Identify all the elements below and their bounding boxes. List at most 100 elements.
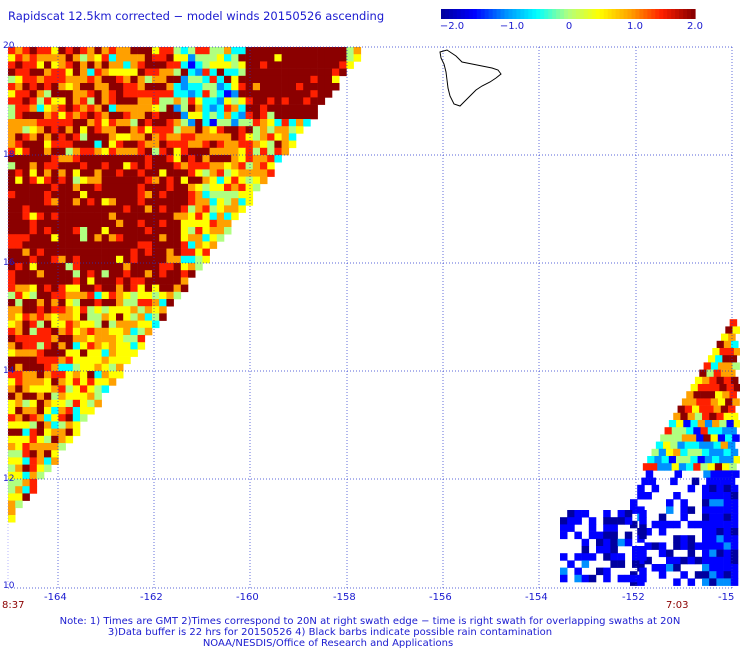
swath-cell <box>617 517 626 525</box>
swath-cell <box>296 75 304 84</box>
swath-cell <box>709 564 717 572</box>
swath-cell <box>15 443 23 451</box>
swath-cell <box>209 111 218 120</box>
swath-cell <box>87 205 95 213</box>
swath-cell <box>694 412 703 421</box>
swath-cell <box>267 111 275 120</box>
swath-cell <box>188 212 196 221</box>
swath-cell <box>202 147 210 156</box>
swath-cell <box>15 306 23 314</box>
swath-cell <box>22 176 30 185</box>
swath-cell <box>80 140 88 149</box>
swath-cell <box>709 528 717 536</box>
swath-cell <box>116 313 124 321</box>
swath-cell <box>296 54 304 62</box>
swath-cell <box>716 535 724 543</box>
swath-cell <box>202 155 210 163</box>
swath-cell <box>80 263 88 271</box>
swath-cell <box>260 61 268 69</box>
swath-cell <box>202 162 210 170</box>
swath-cell <box>36 205 45 213</box>
swath-cell <box>51 183 59 192</box>
swath-cell <box>267 126 275 134</box>
swath-cell <box>36 68 45 77</box>
swath-cell <box>44 155 52 163</box>
swath-cell <box>231 162 239 170</box>
swath-cell <box>65 147 74 156</box>
swath-cell <box>123 97 131 105</box>
swath-cell <box>574 531 582 540</box>
swath-cell <box>87 263 95 271</box>
swath-cell <box>94 176 102 185</box>
swath-cell <box>58 299 66 307</box>
swath-cell <box>8 335 16 343</box>
swath-cell <box>29 212 38 221</box>
swath-cell <box>238 169 246 177</box>
swath-cell <box>87 227 95 235</box>
swath-cell <box>94 392 102 401</box>
swath-cell <box>58 363 66 372</box>
swath-cell <box>80 219 88 228</box>
swath-cell <box>94 47 102 55</box>
swath-cell <box>730 556 739 565</box>
swath-cell <box>15 486 23 494</box>
lon-label-154: -154 <box>525 592 548 603</box>
swath-cell <box>209 198 218 206</box>
swath-cell <box>152 176 160 185</box>
swath-cell <box>116 327 124 336</box>
swath-cell <box>694 542 703 550</box>
swath-cell <box>22 61 30 69</box>
swath-cell <box>44 54 52 62</box>
swath-cell <box>654 456 662 464</box>
swath-cell <box>87 349 95 357</box>
swath-cell <box>44 385 52 393</box>
swath-cell <box>710 398 719 406</box>
swath-cell <box>44 313 52 321</box>
swath-cell <box>673 556 681 565</box>
swath-cell <box>238 133 246 141</box>
swath-cell <box>58 335 66 343</box>
swath-cell <box>718 362 726 370</box>
swath-cell <box>617 560 626 568</box>
swath-cell <box>8 399 16 408</box>
swath-cell <box>72 385 81 393</box>
swath-cell <box>137 68 146 77</box>
swath-cell <box>195 183 203 192</box>
swath-cell <box>707 463 716 471</box>
swath-cell <box>65 349 74 357</box>
swath-cell <box>610 560 618 568</box>
swath-cell <box>58 313 66 321</box>
swath-cell <box>180 119 189 127</box>
swath-cell <box>180 183 189 192</box>
colorbar-segment <box>671 9 676 19</box>
swath-cell <box>44 147 52 156</box>
swath-cell <box>188 183 196 192</box>
swath-cell <box>639 553 647 561</box>
swath-cell <box>65 263 74 271</box>
swath-cell <box>188 97 196 105</box>
swath-cell <box>152 75 160 84</box>
swath-cell <box>166 140 174 149</box>
swath-cell <box>36 421 45 429</box>
swath-cell <box>195 263 203 271</box>
swath-cell <box>65 111 74 120</box>
swath-cell <box>694 571 703 579</box>
swath-cell <box>173 277 182 285</box>
swath-cell <box>723 448 732 457</box>
swath-cell <box>87 119 95 127</box>
colorbar-segment <box>512 9 518 19</box>
swath-cell <box>58 191 66 199</box>
swath-cell <box>188 155 196 163</box>
swath-cell <box>65 75 74 84</box>
swath-cell <box>644 528 652 536</box>
swath-cell <box>8 500 16 509</box>
swath-cell <box>44 356 52 365</box>
swath-cell <box>51 306 59 314</box>
swath-cell <box>180 176 189 185</box>
swath-cell <box>317 97 326 105</box>
swath-cell <box>101 284 110 293</box>
swath-cell <box>173 227 182 235</box>
swath-cell <box>639 567 647 576</box>
swath-cell <box>173 263 182 271</box>
swath-cell <box>339 61 347 69</box>
